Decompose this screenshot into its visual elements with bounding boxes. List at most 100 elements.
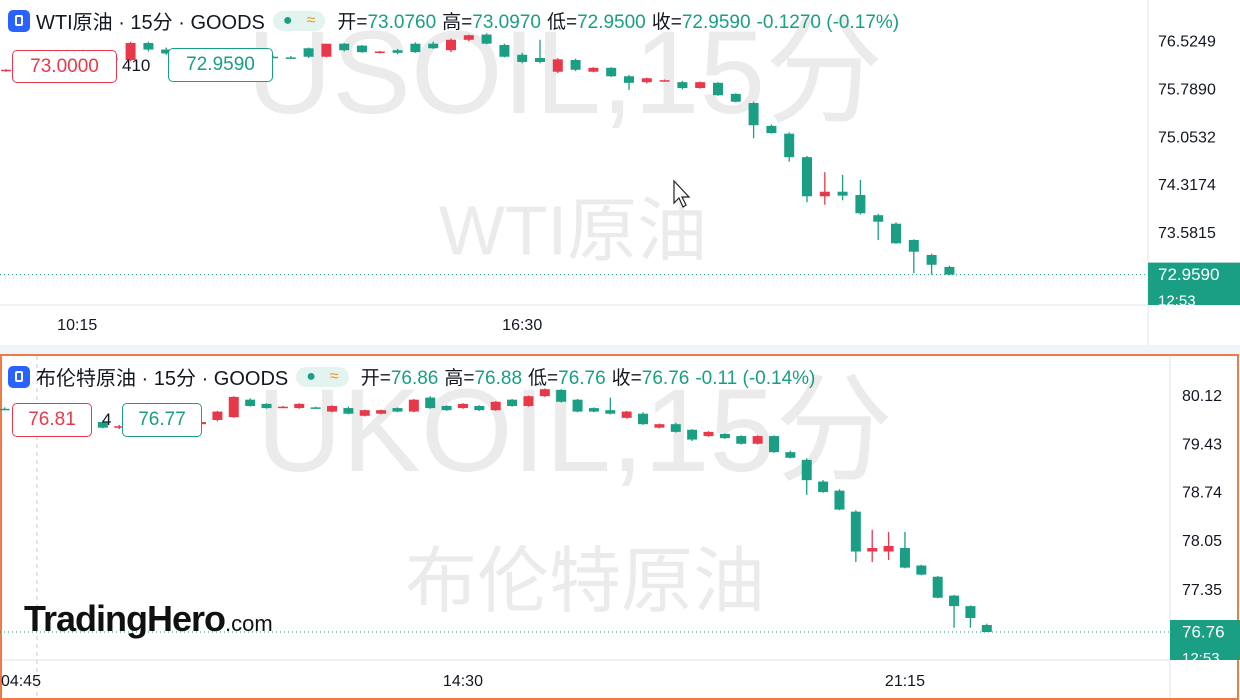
buy-button[interactable]: 72.9590	[168, 48, 273, 82]
candles	[1, 33, 955, 276]
ohlc-value: 73.0970	[472, 12, 541, 33]
volume: 410	[122, 56, 151, 75]
candle-body	[837, 191, 848, 196]
candle-body	[277, 406, 288, 409]
price-tag: 76.76 12:53	[1170, 620, 1240, 660]
ohlc-value: 76.88	[474, 368, 523, 389]
candle-body	[97, 422, 108, 428]
x-tick-label: 21:15	[885, 673, 925, 690]
candle-body	[523, 396, 534, 406]
sell-button[interactable]: 76.81	[12, 403, 92, 437]
buy-button[interactable]: 76.77	[122, 403, 202, 437]
candle-body	[392, 50, 403, 53]
candle-body	[687, 429, 698, 440]
pane-header: 布伦特原油 · 15分 · GOODS ● ≈ 开=76.86 高=76.88 低=76.…	[8, 362, 821, 391]
candle-body	[801, 459, 812, 481]
candle-body	[556, 389, 567, 402]
candle-body	[310, 407, 321, 409]
sell-button[interactable]: 73.0000	[12, 50, 117, 83]
status-dot[interactable]: ●	[306, 367, 316, 385]
candle-body	[703, 431, 714, 437]
y-tick-label: 73.5815	[1158, 225, 1216, 242]
candle-body	[916, 565, 927, 575]
symbol-title: 布伦特原油 · 15分 · GOODS	[36, 368, 289, 390]
candle-body	[294, 403, 305, 409]
candle-body	[303, 48, 314, 57]
candle-body	[659, 80, 670, 82]
candle-body	[114, 426, 125, 428]
ohlc-label: 低=	[546, 12, 578, 33]
y-tick-label: 75.7890	[1158, 81, 1216, 98]
candle-body	[855, 194, 866, 214]
active-pane-border	[0, 354, 1239, 700]
candle-body	[719, 433, 730, 439]
price-tag: 72.9590 12:53	[1148, 262, 1240, 310]
candle-body	[944, 266, 955, 275]
candle-body	[376, 410, 387, 414]
status-wave[interactable]: ≈	[329, 367, 339, 385]
candle-body	[425, 397, 436, 409]
status-dot[interactable]: ●	[282, 11, 293, 29]
candle-body	[321, 43, 332, 57]
candle-body	[932, 576, 943, 598]
price-tag-bg	[1170, 620, 1240, 660]
candle-body	[572, 399, 583, 412]
candle-body	[446, 39, 456, 51]
y-tick-label: 79.43	[1182, 436, 1222, 453]
pane-header: WTI原油 · 15分 · GOODS ● ≈ 开=73.0760 高=73.0970 低…	[8, 6, 905, 35]
candle-body	[908, 239, 919, 252]
candle-body	[125, 43, 136, 60]
y-tick-label: 77.35	[1182, 582, 1222, 599]
candle-body	[428, 43, 439, 49]
x-tick-label: 14:30	[443, 673, 483, 690]
candle-body	[624, 76, 634, 83]
candle-body	[926, 254, 937, 265]
candle-body	[713, 82, 723, 96]
ohlc-label: 开=	[337, 12, 368, 33]
symbol-icon	[8, 365, 30, 388]
candle-body	[463, 35, 474, 40]
candle-body	[891, 223, 901, 244]
candle-body	[457, 403, 468, 409]
price-tag-value: 76.76	[1182, 622, 1225, 641]
brand-logo: TradingHero.com	[24, 598, 273, 640]
candles	[0, 388, 992, 633]
candle-body	[748, 103, 759, 126]
candle-body	[285, 57, 296, 59]
candle-body	[965, 606, 976, 619]
candle-body	[730, 93, 741, 102]
candle-body	[638, 413, 649, 425]
candle-body	[327, 405, 337, 412]
status-pill: ● ≈	[296, 366, 349, 387]
candle-body	[539, 389, 550, 397]
candle-body	[736, 436, 747, 444]
symbol-icon	[8, 9, 30, 32]
ohlc: 开=76.86 高=76.88 低=76.76 收=76.76 -0.11 (-0.14…	[361, 363, 822, 390]
candle-body	[834, 490, 845, 510]
candle-body	[949, 595, 960, 607]
brand-name: TradingHero	[24, 598, 226, 639]
ohlc-label: 收=	[651, 12, 682, 33]
candle-body	[481, 34, 492, 44]
candle-body	[441, 405, 452, 411]
ohlc-label: 开=	[360, 368, 391, 389]
change: -0.11 (-0.14%)	[695, 368, 816, 389]
candle-body	[228, 396, 239, 418]
y-tick-label: 78.05	[1182, 533, 1222, 550]
candle-body	[621, 411, 632, 418]
candle-body	[261, 403, 272, 409]
candle-body	[570, 59, 581, 70]
x-tick-label: 16:30	[502, 317, 542, 334]
candle-body	[212, 411, 223, 420]
watermark-symbol: USOIL,15分	[247, 7, 883, 139]
status-wave[interactable]: ≈	[306, 11, 316, 29]
candle-body	[641, 78, 652, 83]
candle-body	[670, 424, 681, 432]
price-tag-countdown: 12:53	[1158, 293, 1196, 310]
candle-body	[819, 191, 830, 197]
candle-body	[507, 399, 518, 406]
candle-body	[499, 44, 510, 57]
candle-body	[268, 56, 278, 59]
